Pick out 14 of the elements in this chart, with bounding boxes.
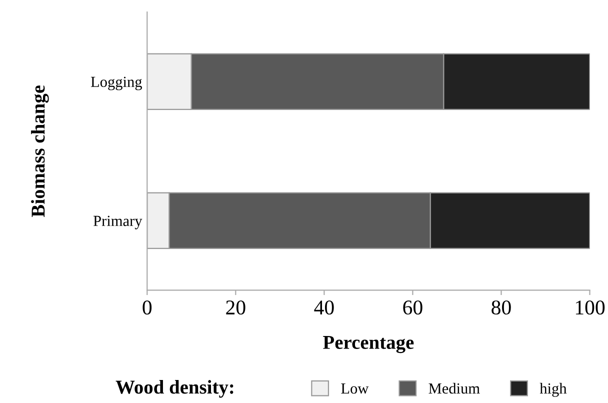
y-axis-title: Biomass change bbox=[31, 85, 49, 217]
x-tick-label: 40 bbox=[314, 300, 334, 315]
y-tick-label: Primary bbox=[93, 216, 142, 230]
legend-label: Low bbox=[341, 384, 369, 394]
x-tick-label: 80 bbox=[492, 300, 511, 315]
x-tick-label: 60 bbox=[403, 300, 422, 315]
legend-label: Medium bbox=[428, 382, 480, 394]
y-tick-label: Logging bbox=[90, 76, 142, 90]
legend-title: Wood density: bbox=[116, 380, 234, 398]
x-tick-label: 20 bbox=[226, 300, 246, 315]
x-axis-title: Percentage bbox=[323, 336, 414, 354]
x-tick-label: 0 bbox=[142, 300, 152, 315]
x-tick-label: 100 bbox=[576, 300, 605, 315]
legend-label: high bbox=[540, 382, 567, 397]
